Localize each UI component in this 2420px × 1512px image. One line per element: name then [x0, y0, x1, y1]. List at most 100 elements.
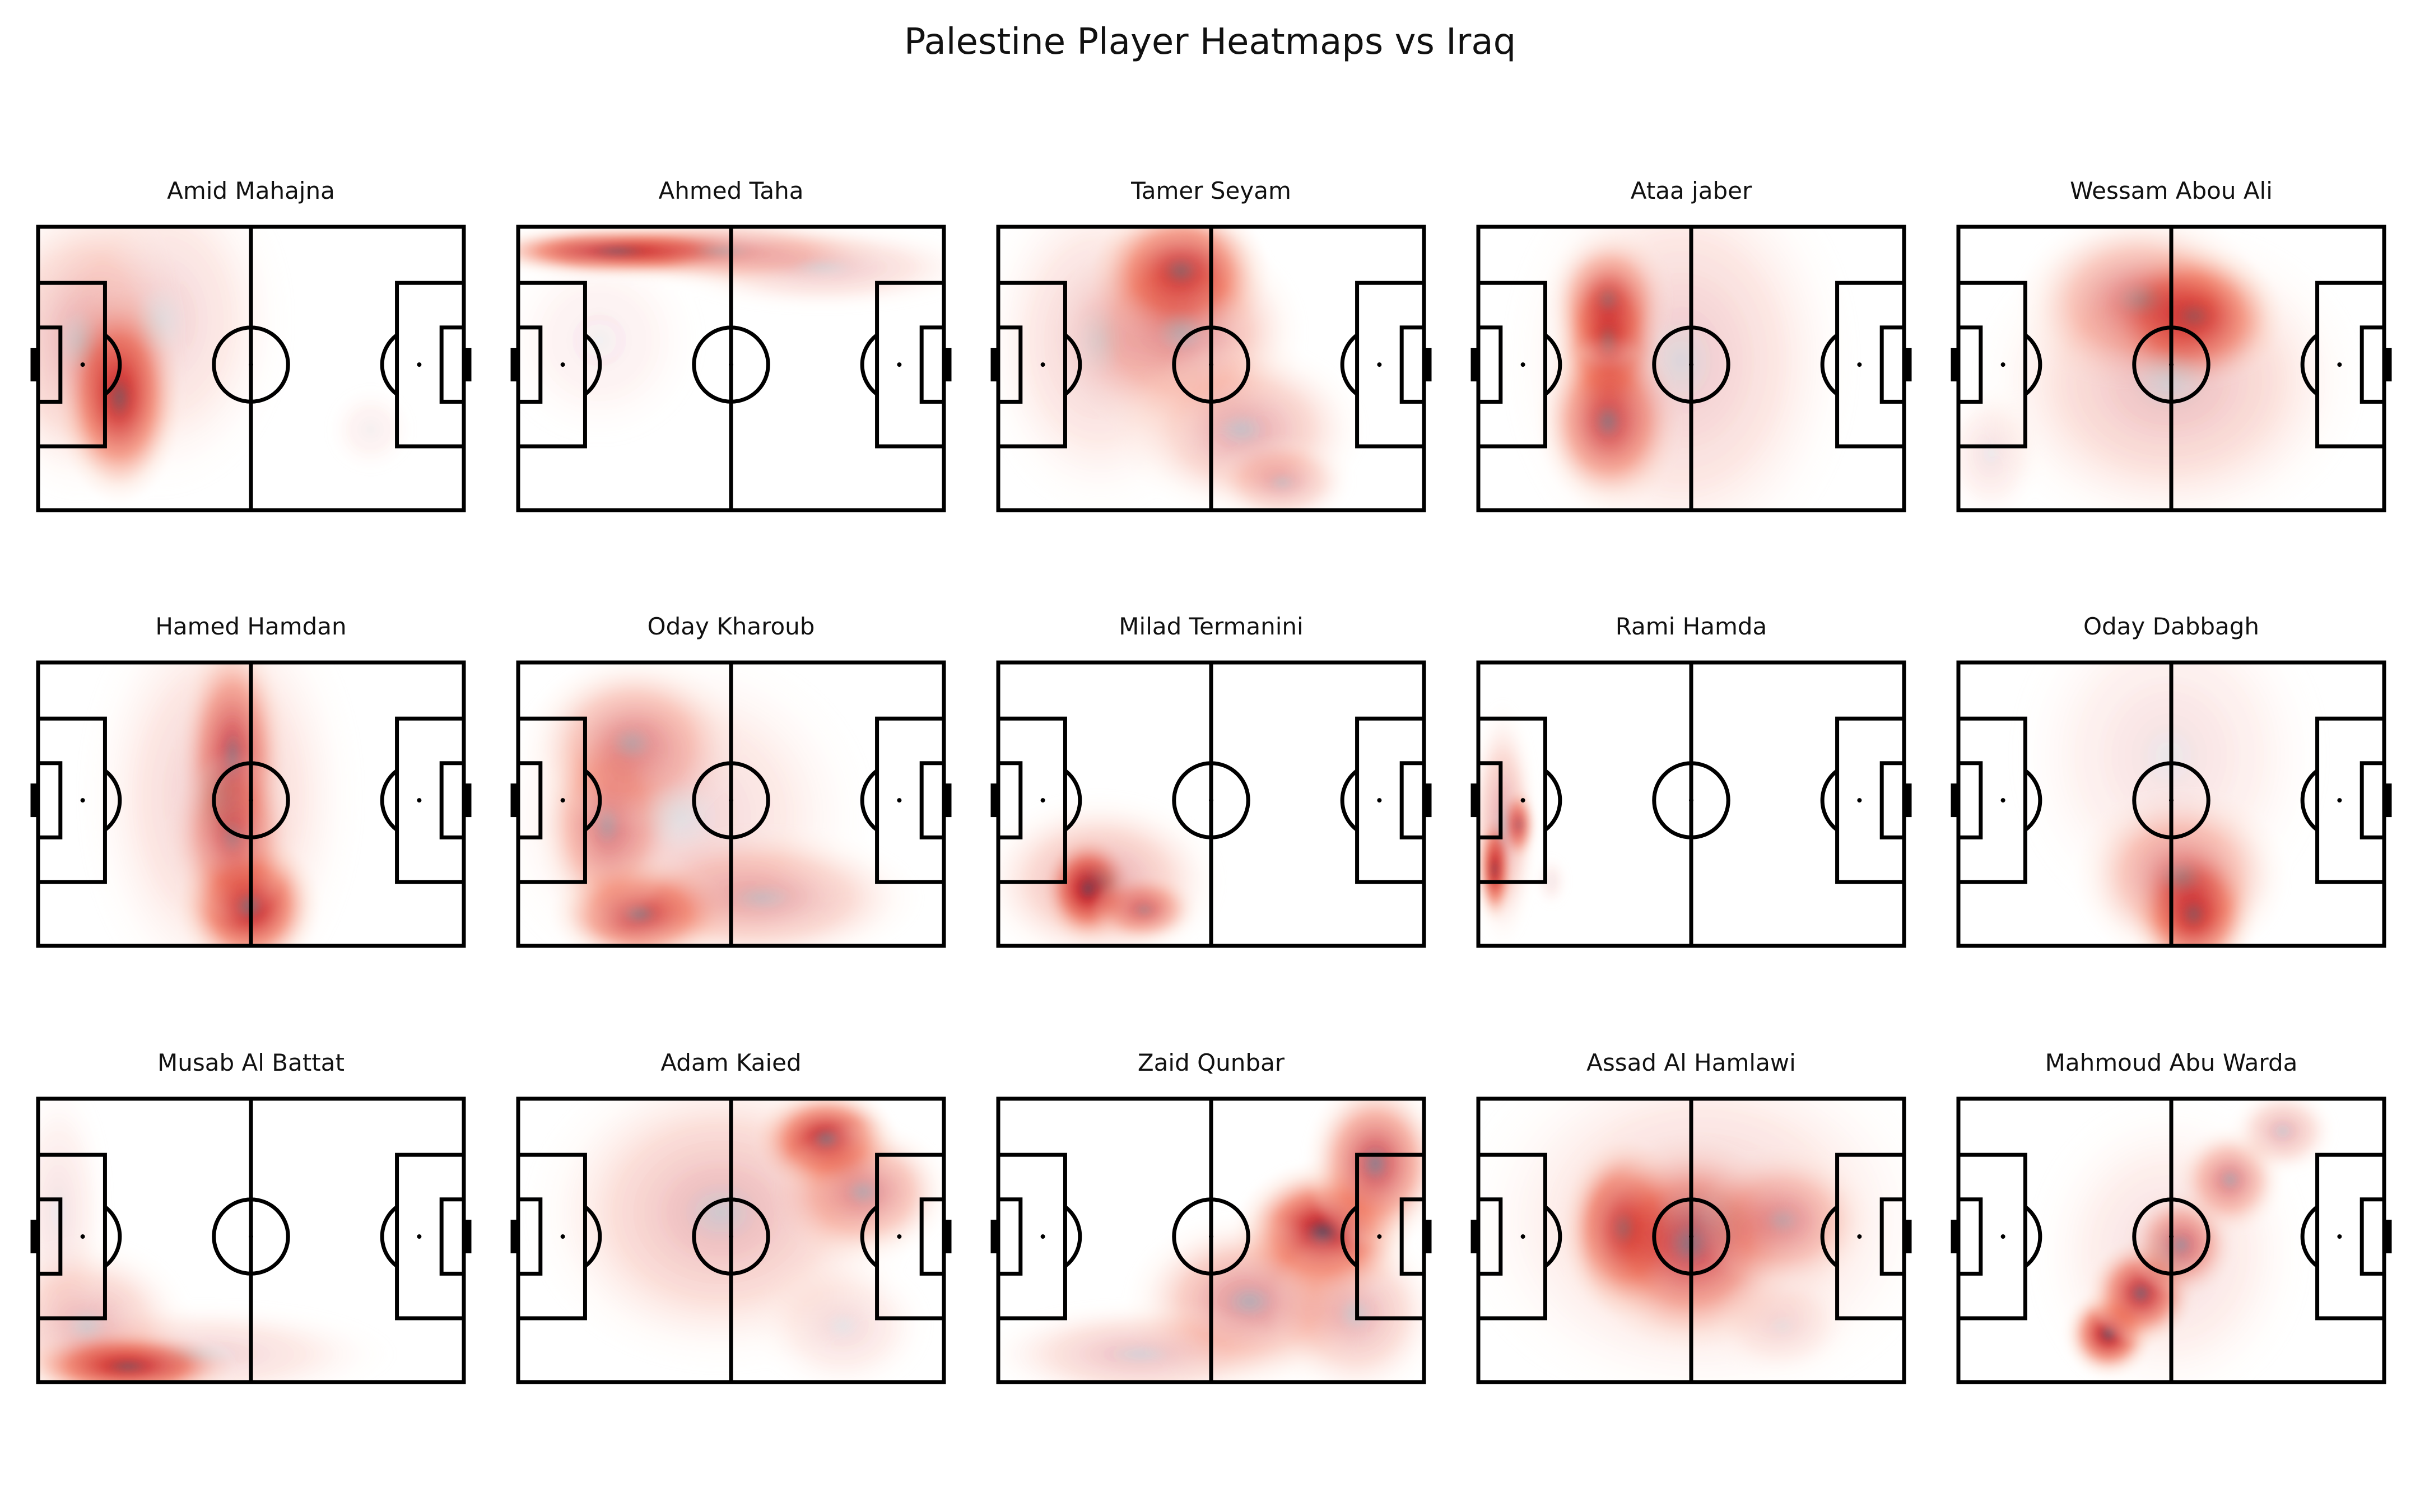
- penalty-arc-left: [104, 333, 122, 396]
- penalty-arc-left: [584, 769, 602, 832]
- goal-left: [510, 348, 520, 382]
- pitch-lines: [30, 660, 472, 948]
- heat-blob: [1533, 855, 1570, 908]
- goal-right: [942, 1220, 952, 1254]
- heat-blob: [325, 385, 416, 474]
- six-yard-box-right: [1879, 325, 1906, 404]
- goal-right: [1902, 348, 1912, 382]
- heat-blob: [662, 227, 944, 312]
- heat-blob: [2008, 662, 2330, 934]
- penalty-area-left: [1956, 1152, 2027, 1320]
- player-name: Rami Hamda: [1616, 613, 1767, 640]
- penalty-spot-right: [417, 798, 422, 803]
- penalty-arc-right: [380, 333, 398, 396]
- center-spot: [1689, 1234, 1693, 1239]
- penalty-spot-right: [897, 362, 902, 367]
- penalty-spot-right: [897, 1234, 902, 1239]
- heat-blob: [998, 227, 1225, 510]
- six-yard-box-right: [2360, 325, 2386, 404]
- goal-right: [462, 783, 472, 818]
- goal-right: [1422, 783, 1432, 818]
- penalty-spot-left: [2000, 362, 2005, 367]
- pitch-lines: [510, 660, 952, 948]
- heat-blob: [2026, 1099, 2312, 1382]
- heat-blob: [998, 792, 1225, 946]
- penalty-arc-right: [2300, 333, 2319, 396]
- player-heatmap: Rami Hamda: [1470, 613, 1912, 948]
- six-yard-box-left: [1476, 325, 1503, 404]
- penalty-spot-left: [1040, 798, 1045, 803]
- center-circle: [2132, 1197, 2210, 1276]
- center-spot: [2169, 798, 2174, 803]
- penalty-arc-right: [1340, 1205, 1358, 1268]
- heat-blob: [998, 1300, 1301, 1382]
- player-name: Wessam Abou Ali: [2070, 177, 2273, 204]
- player-name: Milad Termanini: [1119, 613, 1303, 640]
- goal-right: [1422, 1220, 1432, 1254]
- player-heatmap: Zaid Qunbar: [990, 1049, 1432, 1384]
- goal-left: [510, 1220, 520, 1254]
- goal-right: [462, 1220, 472, 1254]
- penalty-spot-right: [1857, 1234, 1862, 1239]
- penalty-arc-right: [860, 1205, 878, 1268]
- center-spot: [729, 362, 733, 367]
- penalty-arc-right: [1340, 333, 1358, 396]
- penalty-arc-left: [2024, 769, 2042, 832]
- penalty-area-right: [395, 716, 466, 884]
- heat-blob: [1502, 227, 1860, 510]
- penalty-area-right: [1835, 716, 1906, 884]
- six-yard-box-right: [1879, 761, 1906, 839]
- pitch-lines: [30, 1096, 472, 1384]
- penalty-arc-right: [1820, 769, 1839, 832]
- center-circle: [692, 1197, 770, 1276]
- penalty-spot-right: [2337, 362, 2342, 367]
- goal-right: [462, 348, 472, 382]
- penalty-area-right: [395, 1152, 466, 1320]
- penalty-spot-left: [2000, 798, 2005, 803]
- player-name: Amid Mahajna: [167, 177, 335, 204]
- six-yard-box-right: [2360, 761, 2386, 839]
- penalty-spot-left: [560, 798, 565, 803]
- pitch-lines: [510, 225, 952, 512]
- player-heatmap: Hamed Hamdan: [30, 613, 472, 948]
- pitch-lines: [1470, 225, 1912, 512]
- heat-blob: [518, 662, 877, 946]
- player-name: Ataa jaber: [1631, 177, 1752, 204]
- pitch-lines: [990, 1096, 1432, 1384]
- goal-right: [942, 348, 952, 382]
- six-yard-box-right: [1399, 325, 1426, 404]
- heat-layer: [998, 792, 1225, 946]
- penalty-arc-left: [1064, 333, 1082, 396]
- goal-right: [2382, 783, 2392, 818]
- penalty-spot-right: [2337, 798, 2342, 803]
- player-heatmap: Oday Kharoub: [510, 613, 952, 948]
- player-heatmap: Mahmoud Abu Warda: [1951, 1049, 2392, 1384]
- center-circle: [212, 325, 290, 404]
- penalty-spot-right: [1377, 798, 1382, 803]
- center-spot: [249, 798, 253, 803]
- penalty-spot-left: [80, 1234, 85, 1239]
- penalty-area-right: [1355, 716, 1426, 884]
- penalty-arc-left: [104, 1205, 122, 1268]
- heat-blob: [1304, 1099, 1424, 1253]
- heat-layer: [524, 1099, 944, 1382]
- penalty-arc-right: [860, 769, 878, 832]
- goal-left: [30, 783, 40, 818]
- center-circle: [2132, 325, 2210, 404]
- center-circle: [2132, 761, 2210, 839]
- player-name: Hamed Hamdan: [155, 613, 346, 640]
- player-name: Mahmoud Abu Warda: [2045, 1049, 2298, 1076]
- center-circle: [1652, 761, 1730, 839]
- penalty-arc-right: [1340, 769, 1358, 832]
- player-name: Tamer Seyam: [1130, 177, 1291, 204]
- heat-blob: [38, 1300, 397, 1382]
- penalty-arc-left: [2024, 1205, 2042, 1268]
- player-name: Adam Kaied: [660, 1049, 801, 1076]
- six-yard-box-left: [996, 1197, 1023, 1276]
- penalty-spot-left: [1520, 362, 1525, 367]
- penalty-area-right: [1355, 281, 1426, 449]
- pitch-lines: [1951, 1096, 2392, 1384]
- penalty-arc-left: [584, 1205, 602, 1268]
- goal-right: [2382, 348, 2392, 382]
